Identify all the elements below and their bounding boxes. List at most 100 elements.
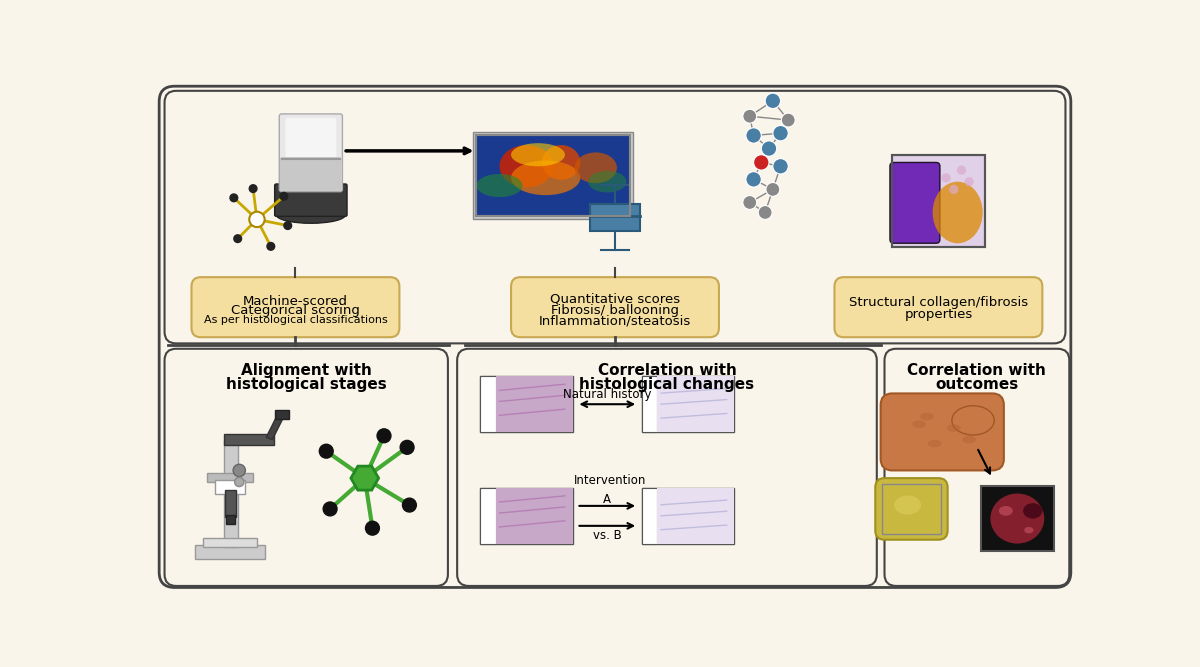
Circle shape	[766, 93, 780, 109]
Bar	[642, 488, 658, 544]
Text: Intervention: Intervention	[574, 474, 646, 487]
Circle shape	[949, 185, 959, 194]
Text: histological changes: histological changes	[580, 377, 755, 392]
Text: Machine-scored: Machine-scored	[242, 295, 348, 307]
Ellipse shape	[952, 406, 995, 435]
FancyBboxPatch shape	[164, 91, 1066, 344]
Circle shape	[743, 195, 757, 209]
Bar	[496, 488, 572, 544]
Circle shape	[758, 205, 772, 219]
Bar	[658, 376, 734, 432]
Bar	[480, 488, 496, 544]
Circle shape	[366, 521, 379, 535]
Polygon shape	[266, 414, 284, 440]
FancyBboxPatch shape	[160, 86, 1070, 588]
FancyBboxPatch shape	[457, 349, 877, 586]
Circle shape	[250, 185, 257, 193]
Ellipse shape	[1024, 503, 1043, 518]
Circle shape	[230, 194, 238, 201]
Bar	[893, 155, 985, 247]
Circle shape	[250, 211, 265, 227]
Ellipse shape	[542, 145, 581, 179]
Bar	[590, 204, 640, 231]
Circle shape	[323, 502, 337, 516]
Text: Alignment with: Alignment with	[241, 363, 372, 378]
Ellipse shape	[276, 206, 346, 223]
Text: outcomes: outcomes	[935, 377, 1019, 392]
Bar	[203, 538, 257, 548]
Circle shape	[965, 177, 974, 186]
Text: Categorical scoring: Categorical scoring	[232, 303, 360, 317]
Circle shape	[377, 429, 391, 443]
Bar	[275, 410, 288, 419]
Ellipse shape	[920, 413, 934, 420]
Bar	[642, 488, 734, 544]
Circle shape	[266, 243, 275, 250]
Ellipse shape	[962, 436, 976, 444]
Circle shape	[280, 193, 288, 200]
Bar	[642, 376, 658, 432]
Ellipse shape	[1025, 527, 1033, 534]
Bar	[496, 376, 572, 432]
FancyBboxPatch shape	[280, 114, 342, 191]
Text: vs. B: vs. B	[593, 528, 622, 542]
Bar	[224, 434, 274, 445]
Ellipse shape	[912, 420, 926, 428]
Circle shape	[956, 165, 966, 175]
Polygon shape	[350, 466, 379, 490]
Bar	[658, 488, 734, 544]
Text: A: A	[604, 493, 611, 506]
Circle shape	[743, 109, 757, 123]
FancyBboxPatch shape	[881, 394, 1004, 470]
Ellipse shape	[947, 424, 961, 432]
Circle shape	[773, 159, 788, 174]
Bar	[226, 515, 235, 524]
Text: Inflammation/steatosis: Inflammation/steatosis	[539, 315, 691, 327]
Bar	[980, 486, 1054, 552]
Text: Fibrosis/ ballooning: Fibrosis/ ballooning	[551, 303, 679, 317]
Bar	[476, 135, 630, 216]
Text: histological stages: histological stages	[226, 377, 386, 392]
FancyBboxPatch shape	[164, 349, 448, 586]
Circle shape	[284, 221, 292, 229]
Circle shape	[234, 235, 241, 243]
Circle shape	[319, 444, 334, 458]
FancyBboxPatch shape	[192, 277, 400, 338]
Circle shape	[235, 478, 244, 487]
Text: Correlation with: Correlation with	[907, 363, 1046, 378]
Ellipse shape	[511, 143, 565, 166]
Bar	[224, 440, 238, 548]
Bar	[476, 135, 630, 216]
Bar	[893, 155, 985, 247]
FancyBboxPatch shape	[884, 349, 1069, 586]
Bar	[480, 376, 496, 432]
FancyBboxPatch shape	[286, 118, 336, 161]
Text: Correlation with: Correlation with	[598, 363, 737, 378]
Bar	[480, 376, 572, 432]
Bar	[196, 545, 265, 559]
Ellipse shape	[588, 171, 626, 193]
Bar	[882, 484, 941, 534]
Text: As per histological classifications: As per histological classifications	[204, 315, 388, 325]
Bar	[473, 133, 634, 219]
Text: properties: properties	[905, 308, 972, 321]
Ellipse shape	[499, 145, 553, 187]
FancyBboxPatch shape	[890, 163, 940, 243]
Circle shape	[746, 128, 761, 143]
FancyBboxPatch shape	[511, 277, 719, 338]
Ellipse shape	[894, 496, 922, 515]
Ellipse shape	[928, 440, 942, 448]
Bar	[215, 480, 246, 494]
Bar	[476, 135, 630, 216]
Circle shape	[761, 141, 776, 156]
Circle shape	[781, 113, 796, 127]
Ellipse shape	[990, 494, 1044, 544]
Ellipse shape	[511, 161, 581, 195]
Bar	[480, 488, 572, 544]
Ellipse shape	[575, 153, 617, 183]
Text: Structural collagen/fibrosis: Structural collagen/fibrosis	[848, 296, 1028, 309]
Circle shape	[942, 173, 950, 183]
Bar	[476, 135, 630, 216]
Circle shape	[766, 183, 780, 196]
Circle shape	[233, 464, 246, 477]
